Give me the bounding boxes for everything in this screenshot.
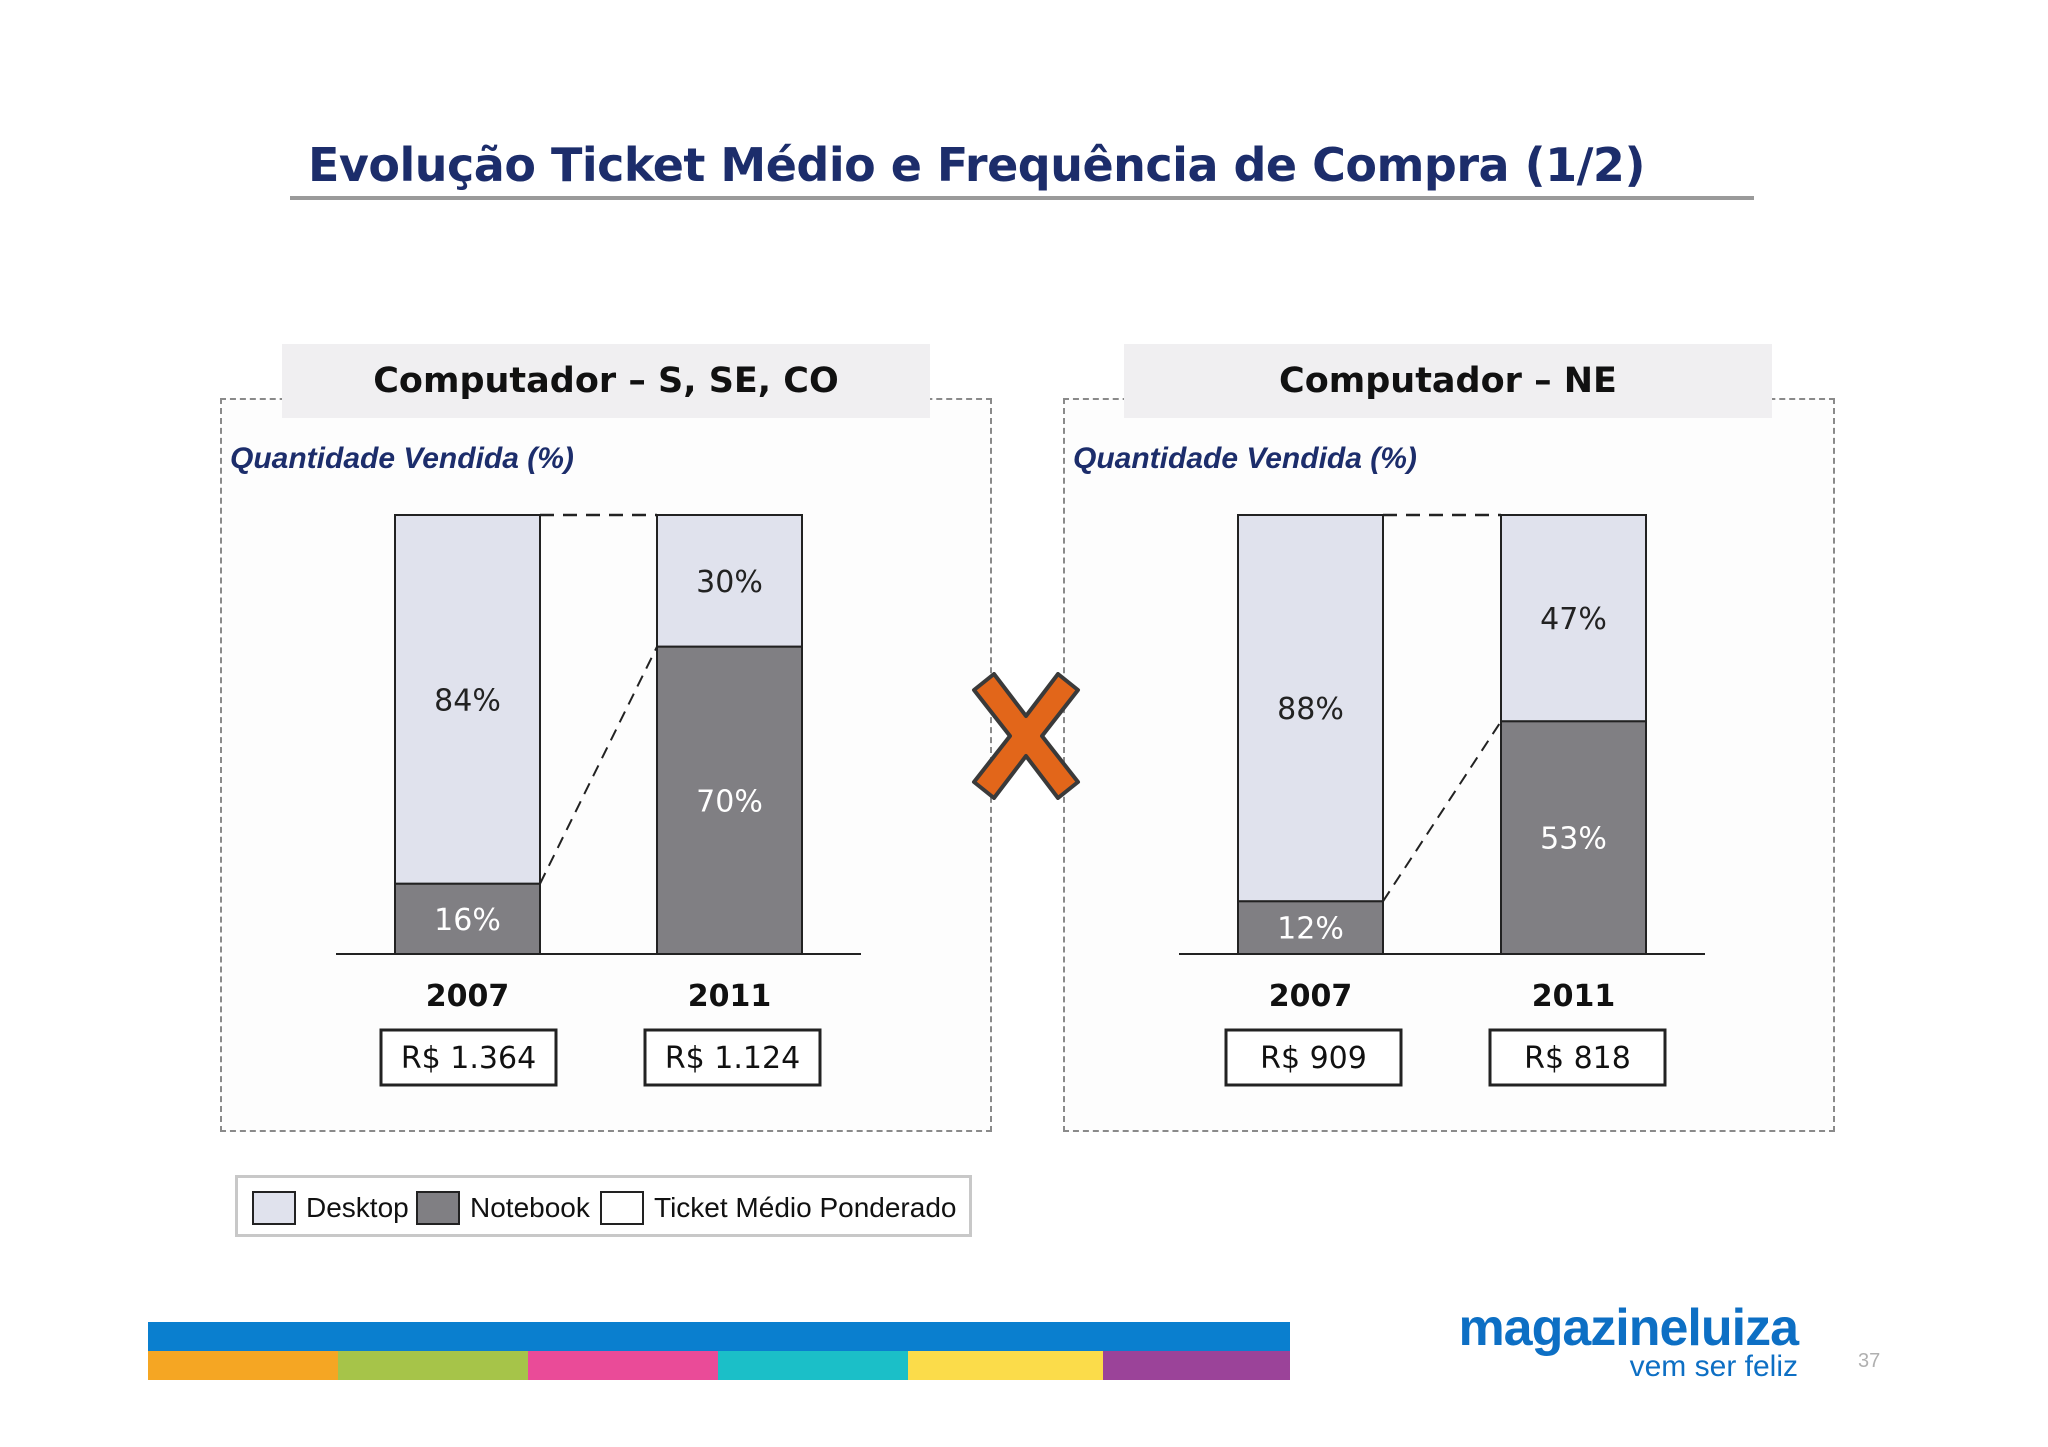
data-label-notebook-2007: 16% [434, 903, 501, 938]
ticket-value-2011: R$ 818 [1524, 1041, 1631, 1076]
data-label-notebook-2011: 53% [1540, 822, 1607, 857]
ticket-value-2011: R$ 1.124 [665, 1041, 800, 1076]
ticket-box-2007 [1224, 1028, 1403, 1087]
logo-tagline: vem ser feliz [1629, 1350, 1798, 1383]
panel-subtitle-ne: Quantidade Vendida (%) [1073, 442, 1417, 475]
data-label-notebook-2007: 12% [1277, 912, 1344, 947]
legend-swatch-ticket [600, 1191, 644, 1225]
footer-stripe-segment [718, 1351, 908, 1380]
bar-desktop-2007 [394, 514, 541, 885]
footer-stripe-segment [528, 1351, 718, 1380]
data-label-desktop-2011: 47% [1540, 602, 1607, 637]
ticket-value-2007: R$ 909 [1260, 1041, 1367, 1076]
page-title: Evolução Ticket Médio e Frequência de Co… [308, 138, 1645, 192]
legend-swatch-notebook [416, 1191, 460, 1225]
magazineluiza-logo: magazineluiza vem ser feliz [1390, 1299, 1799, 1383]
bar-desktop-2007 [1237, 514, 1384, 903]
data-label-desktop-2011: 30% [696, 565, 763, 600]
footer-stripe-segment [908, 1351, 1103, 1380]
footer-blue-stripe [148, 1322, 1290, 1351]
ticket-box-2011 [643, 1028, 822, 1087]
chart-panel-s-se-co [220, 398, 992, 1132]
x-tick-label-2011: 2011 [688, 979, 772, 1014]
chart-panel-ne [1063, 398, 1835, 1132]
footer-stripe-segment [1103, 1351, 1290, 1380]
connector-notebook [539, 646, 658, 885]
legend-item-ticket: Ticket Médio Ponderado [600, 1188, 956, 1228]
data-label-desktop-2007: 88% [1277, 692, 1344, 727]
bar-desktop-2011 [656, 514, 803, 648]
chart-legend: Desktop Notebook Ticket Médio Ponderado [235, 1175, 972, 1237]
panel-title-s-se-co: Computador – S, SE, CO [282, 344, 930, 418]
footer-color-bar [148, 1322, 1290, 1380]
legend-label-ticket: Ticket Médio Ponderado [654, 1192, 957, 1223]
x-tick-label-2007: 2007 [1269, 979, 1353, 1014]
x-tick-label-2011: 2011 [1532, 979, 1616, 1014]
x-mark-icon [972, 672, 1080, 800]
x-tick-label-2007: 2007 [426, 979, 510, 1014]
bar-notebook-2007 [394, 882, 541, 956]
bar-notebook-2011 [656, 645, 803, 955]
legend-label-desktop: Desktop [306, 1192, 409, 1223]
data-label-desktop-2007: 84% [434, 683, 501, 718]
legend-item-notebook: Notebook [416, 1188, 590, 1228]
legend-label-notebook: Notebook [470, 1192, 590, 1223]
title-underline [290, 196, 1754, 200]
panel-title-ne: Computador – NE [1124, 344, 1772, 418]
footer-stripe-segment [338, 1351, 528, 1380]
bar-notebook-2007 [1237, 900, 1384, 956]
data-label-notebook-2011: 70% [696, 784, 763, 819]
bar-desktop-2011 [1500, 514, 1647, 723]
ticket-box-2011 [1488, 1028, 1667, 1087]
connector-notebook [1382, 720, 1502, 902]
legend-swatch-desktop [252, 1191, 296, 1225]
legend-item-desktop: Desktop [252, 1188, 409, 1228]
bar-notebook-2011 [1500, 720, 1647, 956]
logo-wordmark: magazineluiza [1458, 1299, 1799, 1357]
ticket-box-2007 [379, 1028, 558, 1087]
panel-subtitle-s-se-co: Quantidade Vendida (%) [230, 442, 574, 475]
footer-stripe-segment [148, 1351, 338, 1380]
ticket-value-2007: R$ 1.364 [401, 1041, 536, 1076]
page-number: 37 [1858, 1350, 1881, 1372]
